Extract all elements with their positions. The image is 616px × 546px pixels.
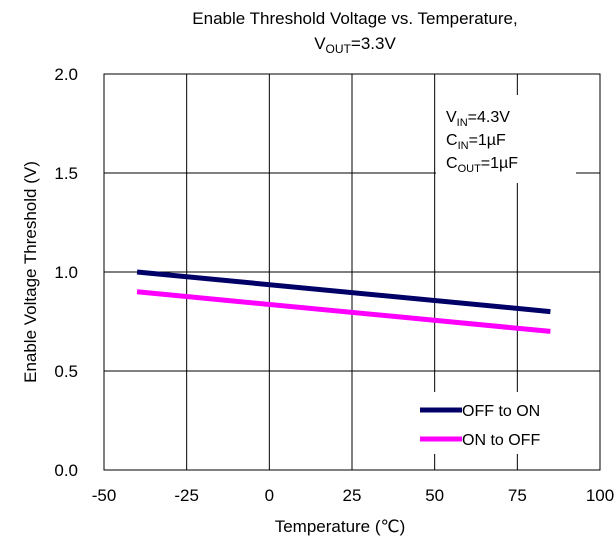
x-tick-label: 75 <box>508 486 527 505</box>
x-tick-label: 100 <box>586 486 614 505</box>
series-group <box>136 269 551 334</box>
chart-subtitle: VOUT=3.3V <box>314 34 396 56</box>
y-tick-label: 2.0 <box>54 65 78 84</box>
x-tick-label: 25 <box>343 486 362 505</box>
y-tick-label: 0.0 <box>54 461 78 480</box>
legend-background <box>412 392 590 454</box>
legend-label: ON to OFF <box>462 432 540 449</box>
y-tick-label: 1.0 <box>54 263 78 282</box>
chart-subtitle-v: V <box>314 34 326 53</box>
chart-subtitle-rest: =3.3V <box>351 34 397 53</box>
legend-label: OFF to ON <box>462 403 540 420</box>
x-tick-label: 0 <box>265 486 274 505</box>
x-tick-labels: -50 -25 0 25 50 75 100 <box>92 486 614 505</box>
series-line-on-to-off <box>136 289 551 334</box>
plot-frame <box>103 73 601 471</box>
x-tick-label: -25 <box>174 486 199 505</box>
legend: OFF to ON ON to OFF <box>412 392 590 454</box>
chart-title: Enable Threshold Voltage vs. Temperature… <box>192 9 517 28</box>
x-tick-label: -50 <box>92 486 117 505</box>
x-axis-label: Temperature (℃) <box>275 517 406 536</box>
conditions-box <box>436 95 576 183</box>
y-tick-labels: 0.0 0.5 1.0 1.5 2.0 <box>54 65 78 480</box>
x-tick-label: 50 <box>425 486 444 505</box>
y-tick-label: 0.5 <box>54 362 78 381</box>
y-tick-label: 1.5 <box>54 164 78 183</box>
condition-cout: COUT=1µF <box>446 155 518 175</box>
chart-subtitle-sub: OUT <box>326 42 352 56</box>
condition-cin: CIN=1µF <box>446 132 506 152</box>
y-axis-label: Enable Voltage Threshold (V) <box>21 161 40 383</box>
series-line-off-to-on <box>136 269 551 315</box>
condition-vin: VIN=4.3V <box>446 109 510 129</box>
